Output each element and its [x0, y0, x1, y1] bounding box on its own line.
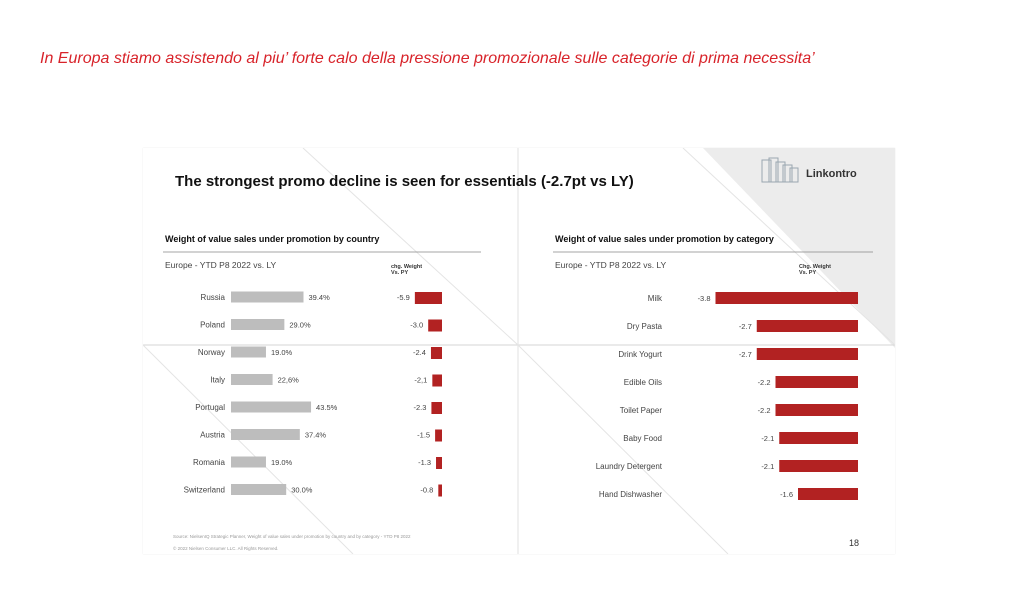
change-bar — [436, 457, 442, 469]
change-bar — [438, 484, 442, 497]
country-label: Norway — [198, 348, 225, 357]
change-value-label: -0.8 — [420, 486, 433, 495]
country-change-header: chg. Weight Vs. PY — [391, 264, 422, 276]
category-chart-title: Weight of value sales under promotion by… — [555, 234, 774, 244]
change-value-label: -2.2 — [758, 406, 771, 415]
country-label: Italy — [210, 376, 225, 385]
change-bar — [775, 376, 858, 388]
country-chart-subtitle: Europe - YTD P8 2022 vs. LY — [165, 260, 277, 270]
change-bar — [715, 292, 858, 304]
category-label: Dry Pasta — [627, 322, 663, 331]
share-bar — [231, 319, 285, 330]
share-bar — [231, 291, 304, 303]
share-bar — [231, 484, 287, 495]
category-label: Toilet Paper — [620, 406, 663, 415]
country-chart-marks: Russia 39.4% -5.9 Poland 29.0% -3.0 Norway 19.0… — [184, 291, 442, 497]
change-value-label: -2.1 — [761, 434, 774, 443]
change-value-label: -2.2 — [758, 378, 771, 387]
category-label: Baby Food — [623, 434, 662, 443]
category-label: Laundry Detergent — [596, 462, 663, 471]
change-bar — [756, 348, 858, 360]
share-value-label: 19.0% — [271, 458, 293, 467]
share-bar — [231, 374, 273, 385]
slide-title: The strongest promo decline is seen for … — [175, 173, 634, 190]
country-label: Russia — [201, 293, 226, 302]
change-value-label: -2.7 — [739, 350, 752, 359]
country-chart-svg: Weight of value sales under promotion by… — [163, 234, 481, 497]
category-chart: Weight of value sales under promotion by… — [553, 230, 883, 520]
headline: In Europa stiamo assistendo al piu’ fort… — [40, 50, 815, 67]
page-number: 18 — [849, 538, 860, 548]
category-label: Edible Oils — [624, 378, 662, 387]
change-value-label: -3.0 — [410, 321, 423, 330]
change-bar — [779, 460, 858, 472]
change-bar — [428, 319, 442, 332]
change-bar — [414, 292, 442, 304]
country-chart-title: Weight of value sales under promotion by… — [165, 234, 379, 244]
change-bar — [435, 429, 442, 442]
change-bar — [798, 488, 858, 500]
share-value-label: 37.4% — [305, 431, 327, 440]
change-value-label: -2,1 — [414, 376, 427, 385]
category-chart-subtitle: Europe - YTD P8 2022 vs. LY — [555, 260, 667, 270]
share-bar — [231, 429, 300, 440]
share-value-label: 29.0% — [289, 321, 311, 330]
share-value-label: 39.4% — [308, 293, 330, 302]
change-bar — [430, 347, 442, 359]
share-bar — [231, 456, 266, 468]
country-label: Portugal — [195, 403, 225, 412]
share-value-label: 19.0% — [271, 348, 293, 357]
change-bar — [431, 402, 442, 414]
logo: Linkontro — [759, 154, 889, 192]
change-value-label: -2.4 — [413, 348, 426, 357]
change-bar — [756, 320, 858, 332]
logo-mark-icon — [761, 157, 799, 183]
category-change-header: Chg. Weight Vs. PY — [799, 264, 831, 276]
country-chart: Weight of value sales under promotion by… — [163, 230, 493, 520]
source-note: Source: NielsenIQ Strategic Planner, Wei… — [173, 534, 411, 539]
share-bar — [231, 401, 312, 413]
country-label: Austria — [200, 431, 225, 440]
category-label: Drink Yogurt — [618, 350, 662, 359]
change-value-label: -3.8 — [698, 294, 711, 303]
country-label: Poland — [200, 321, 225, 330]
slide: The strongest promo decline is seen for … — [143, 148, 895, 554]
change-value-label: -1.3 — [418, 458, 431, 467]
change-value-label: -5.9 — [397, 293, 410, 302]
change-value-label: -2.7 — [739, 322, 752, 331]
category-label: Milk — [648, 294, 663, 303]
share-value-label: 22,6% — [278, 376, 300, 385]
copyright-note: © 2022 Nielsen Consumer LLC. All Rights … — [173, 546, 279, 551]
change-bar — [432, 374, 442, 387]
logo-text: Linkontro — [806, 168, 857, 180]
category-label: Hand Dishwasher — [599, 490, 662, 499]
category-chart-svg: Weight of value sales under promotion by… — [553, 234, 873, 500]
share-value-label: 43.5% — [316, 403, 338, 412]
country-label: Romania — [193, 458, 226, 467]
share-value-label: 30.0% — [291, 486, 313, 495]
share-bar — [231, 346, 266, 358]
change-value-label: -1.5 — [417, 431, 430, 440]
country-label: Switzerland — [184, 486, 225, 495]
change-value-label: -2.3 — [413, 403, 426, 412]
change-value-label: -2.1 — [761, 462, 774, 471]
category-chart-marks: Milk -3.8 Dry Pasta -2.7 Drink Yogurt -2.7 Edi… — [596, 292, 858, 500]
change-value-label: -1.6 — [780, 490, 793, 499]
change-bar — [775, 404, 858, 416]
change-bar — [779, 432, 858, 444]
